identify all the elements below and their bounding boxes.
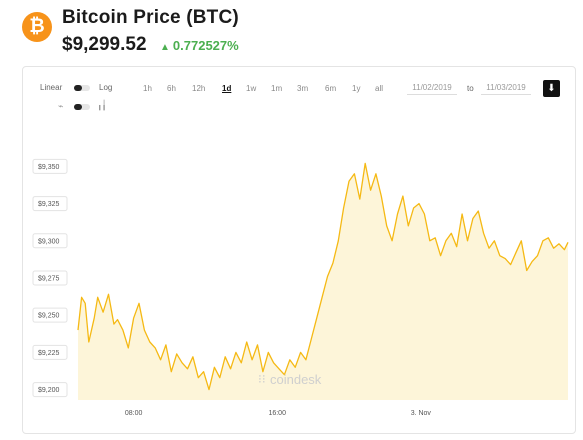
y-tick-label: $9,275 bbox=[38, 275, 60, 282]
x-axis: 08:00 16:00 3. Nov bbox=[125, 410, 432, 417]
candlestick-icon: ╻╽ bbox=[97, 100, 107, 110]
range-1y[interactable]: 1y bbox=[352, 84, 361, 93]
to-label: to bbox=[467, 84, 474, 93]
x-tick-label: 16:00 bbox=[268, 410, 286, 417]
y-tick-box bbox=[32, 270, 68, 286]
from-date-input[interactable]: 11/02/2019 bbox=[407, 81, 457, 95]
bitcoin-logo-icon: ₿ bbox=[22, 12, 52, 42]
range-12h[interactable]: 12h bbox=[192, 84, 206, 93]
range-1d[interactable]: 1d bbox=[222, 84, 232, 93]
scale-toggle[interactable] bbox=[74, 85, 90, 91]
x-tick-label: 08:00 bbox=[125, 410, 143, 417]
chart-type-toggle[interactable] bbox=[74, 104, 90, 110]
y-tick-box bbox=[32, 158, 68, 174]
to-date-input[interactable]: 11/03/2019 bbox=[481, 81, 531, 95]
range-1h[interactable]: 1h bbox=[143, 84, 152, 93]
y-tick-box bbox=[32, 344, 68, 360]
triangle-up-icon: ▲ bbox=[160, 42, 170, 53]
line-chart-icon: ⌁ bbox=[58, 101, 64, 111]
header: ₿ Bitcoin Price (BTC) $9,299.52 ▲ 0.77252… bbox=[0, 0, 583, 60]
page-title: Bitcoin Price (BTC) bbox=[62, 7, 239, 28]
toggle-knob bbox=[74, 85, 82, 91]
y-tick-label: $9,300 bbox=[38, 238, 60, 245]
scale-label-log: Log bbox=[99, 83, 113, 92]
price-area-fill bbox=[78, 163, 568, 400]
range-6h[interactable]: 6h bbox=[167, 84, 176, 93]
y-axis: $9,350 $9,325 $9,300 $9,275 $9,250 $9,225 $9,2… bbox=[32, 158, 68, 398]
price-change: ▲ 0.772527% bbox=[160, 38, 239, 53]
range-3m[interactable]: 3m bbox=[297, 84, 309, 93]
y-tick-label: $9,325 bbox=[38, 201, 60, 208]
y-tick-label: $9,350 bbox=[38, 164, 60, 171]
current-price: $9,299.52 bbox=[62, 34, 147, 55]
scale-label-linear: Linear bbox=[40, 83, 63, 92]
price-change-value: 0.772527% bbox=[172, 38, 239, 53]
toggle-knob bbox=[74, 104, 82, 110]
y-tick-box bbox=[32, 233, 68, 249]
y-tick-label: $9,200 bbox=[38, 387, 60, 394]
download-button[interactable]: ⬇ bbox=[543, 80, 560, 97]
watermark-text: coindesk bbox=[270, 372, 322, 387]
download-arrow-icon: ⬇ bbox=[547, 83, 556, 94]
range-1w[interactable]: 1w bbox=[246, 84, 257, 93]
range-all[interactable]: all bbox=[375, 84, 384, 93]
coindesk-logo-icon: ⁝⁝ bbox=[258, 372, 266, 386]
range-1m[interactable]: 1m bbox=[271, 84, 283, 93]
y-tick-label: $9,225 bbox=[38, 350, 60, 357]
y-tick-box bbox=[32, 307, 68, 323]
price-line bbox=[77, 162, 569, 391]
y-tick-box bbox=[32, 382, 68, 398]
coindesk-watermark: ⁝⁝ coindesk bbox=[258, 372, 322, 387]
y-tick-label: $9,250 bbox=[38, 313, 60, 320]
x-tick-label: 3. Nov bbox=[411, 410, 432, 417]
y-tick-box bbox=[32, 196, 68, 212]
range-6m[interactable]: 6m bbox=[325, 84, 337, 93]
